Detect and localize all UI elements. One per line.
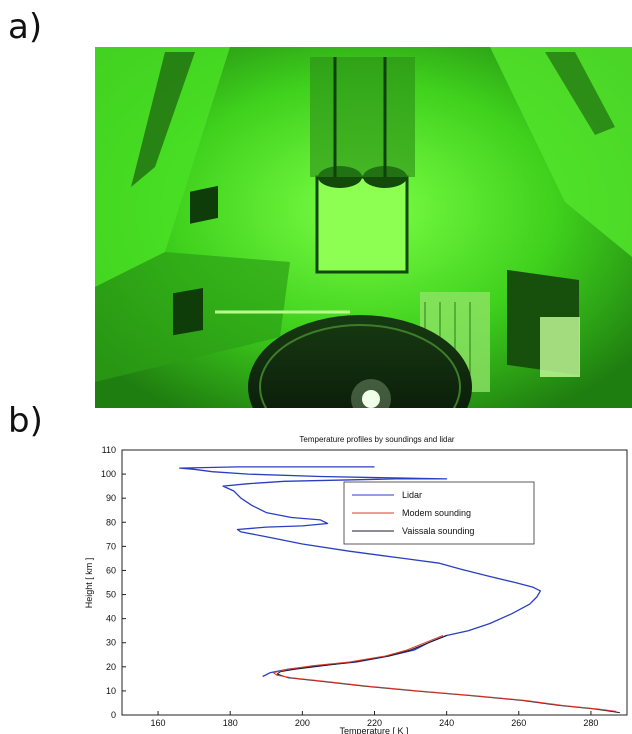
temperature-profile-chart: Temperature profiles by soundings and li… [72,425,632,734]
y-tick-label: 60 [106,565,116,575]
y-tick-label: 40 [106,614,116,624]
x-axis-label: Temperature [ K ] [339,726,408,734]
y-tick-label: 100 [101,469,116,479]
panel-b-label: b) [8,401,43,441]
chart-svg: Temperature profiles by soundings and li… [84,435,628,734]
series-layer [179,466,620,714]
y-tick-label: 110 [102,445,116,455]
lab-illustration [95,47,632,408]
chart-title: Temperature profiles by soundings and li… [299,435,455,444]
y-tick-label: 0 [111,710,116,720]
x-tick-label: 180 [223,718,238,728]
series-line-vaissala [276,635,620,714]
y-tick-label: 50 [106,590,116,600]
x-axis: 160 180 200 220 240 260 280 [151,711,598,728]
x-tick-label: 260 [511,718,526,728]
y-tick-label: 80 [106,517,116,527]
legend: Lidar Modem sounding Vaissala sounding [343,481,535,545]
x-tick-label: 240 [439,718,454,728]
x-tick-label: 160 [151,718,166,728]
legend-label-vaissala: Vaissala sounding [402,526,474,536]
y-tick-label: 30 [106,638,116,648]
series-line-modem [273,635,617,712]
y-tick-label: 90 [106,493,116,503]
y-axis: 0 10 20 30 40 50 60 70 80 90 100 110 [101,445,126,720]
x-tick-label: 220 [367,718,382,728]
y-tick-label: 10 [106,686,116,696]
y-tick-label: 20 [106,662,116,672]
y-tick-label: 70 [106,541,116,551]
x-tick-label: 200 [295,718,310,728]
legend-label-modem: Modem sounding [402,508,471,518]
x-tick-label: 280 [583,718,598,728]
legend-label-lidar: Lidar [402,490,422,500]
panel-a-label: a) [8,7,43,47]
y-axis-label: Height [ km ] [84,558,94,609]
lidar-lab-photo [95,47,632,408]
